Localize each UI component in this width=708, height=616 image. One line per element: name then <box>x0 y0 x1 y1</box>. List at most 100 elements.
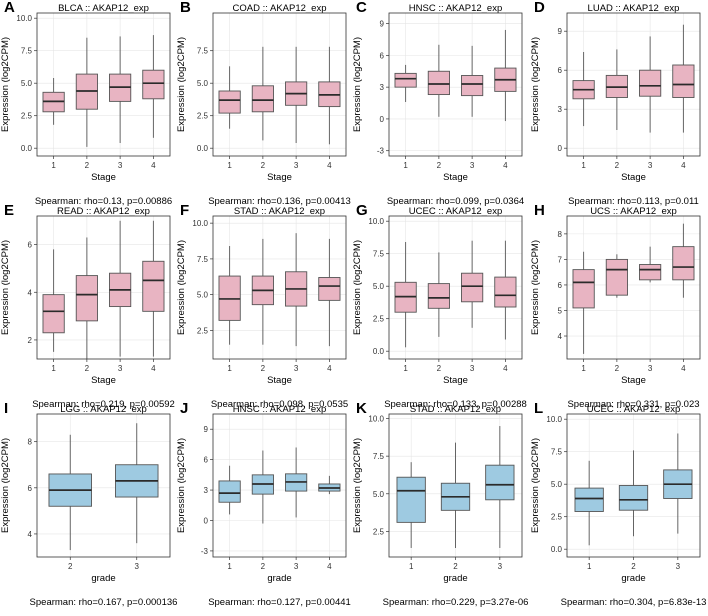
box-2 <box>440 442 471 548</box>
y-tick-label: 6 <box>28 484 33 493</box>
y-tick-label: 5.0 <box>373 282 385 291</box>
spearman-stat: Spearman: rho=0.133, p=0.00288 <box>384 399 527 410</box>
box-1 <box>42 78 65 125</box>
x-axis-label: Stage <box>267 172 292 183</box>
x-tick-label: 4 <box>327 364 332 373</box>
box-3 <box>109 220 132 357</box>
box-iqr <box>639 69 662 97</box>
x-tick-label: 1 <box>403 364 408 373</box>
x-tick-label: 1 <box>581 364 586 373</box>
box-iqr <box>427 283 450 309</box>
box-iqr <box>218 480 241 503</box>
box-2 <box>427 44 450 117</box>
box-4 <box>142 35 165 138</box>
panel-title: LGG :: AKAP12_exp <box>60 404 147 415</box>
x-tick-label: 4 <box>327 562 332 571</box>
panel-letter: J <box>180 400 188 417</box>
box-iqr <box>142 69 165 100</box>
x-tick-label: 1 <box>227 364 232 373</box>
box-4 <box>672 223 695 298</box>
x-axis-label: grade <box>443 573 467 584</box>
y-axis-label: Expression (log2CPM) <box>176 240 187 335</box>
y-tick-label: 2.5 <box>21 112 33 121</box>
x-tick-label: 4 <box>151 364 156 373</box>
box-1 <box>218 246 241 345</box>
box-3 <box>285 46 308 143</box>
y-tick-label: 2.5 <box>551 513 563 522</box>
y-tick-label: 0 <box>380 115 385 124</box>
x-axis-label: Stage <box>91 375 116 386</box>
y-tick-label: 0.0 <box>21 144 33 153</box>
spearman-stat: Spearman: rho=0.136, p=0.00413 <box>208 196 351 207</box>
x-axis-label: grade <box>91 573 115 584</box>
panel-title: STAD :: AKAP12_exp <box>234 206 325 217</box>
box-iqr <box>672 64 695 98</box>
box-2 <box>251 450 274 524</box>
y-tick-label: 2.5 <box>197 326 209 335</box>
y-tick-label: 7.5 <box>551 448 563 457</box>
spearman-stat: Spearman: rho=0.098, p=0.0535 <box>211 399 348 410</box>
box-iqr <box>574 487 604 512</box>
box-iqr <box>639 264 662 281</box>
y-tick-label: 3 <box>558 105 563 114</box>
panel-border <box>36 413 171 558</box>
x-tick-label: 3 <box>498 562 503 571</box>
panel-title: COAD :: AKAP12_exp <box>233 3 327 14</box>
x-tick-label: 3 <box>470 161 475 170</box>
x-tick-label: 1 <box>581 161 586 170</box>
y-tick-label: 5 <box>558 306 563 315</box>
y-axis-label: Expression (log2CPM) <box>352 438 363 533</box>
y-axis-label: Expression (log2CPM) <box>530 240 541 335</box>
panel-title: READ :: AKAP12_exp <box>57 206 150 217</box>
x-tick-label: 2 <box>615 161 620 170</box>
x-tick-label: 3 <box>294 364 299 373</box>
x-axis-label: Stage <box>443 375 468 386</box>
y-tick-label: 6 <box>204 456 209 465</box>
x-axis-label: grade <box>267 573 291 584</box>
box-3 <box>485 426 515 548</box>
box-iqr <box>494 276 517 308</box>
y-tick-label: 5.0 <box>551 480 563 489</box>
panel-border <box>566 215 701 360</box>
x-tick-label: 1 <box>409 562 414 571</box>
y-tick-label: 10.0 <box>546 415 562 424</box>
y-axis-label: Expression (log2CPM) <box>0 37 11 132</box>
y-axis-label: Expression (log2CPM) <box>176 438 187 533</box>
box-4 <box>494 240 517 340</box>
box-2 <box>75 37 98 147</box>
y-tick-label: 10.0 <box>192 219 208 228</box>
x-axis-label: Stage <box>267 375 292 386</box>
panel-border <box>388 12 523 157</box>
spearman-stat: Spearman: rho=0.13, p=0.00886 <box>35 196 172 207</box>
panel-title: HNSC :: AKAP12_exp <box>409 3 502 14</box>
y-axis-label: Expression (log2CPM) <box>530 438 541 533</box>
y-axis-label: Expression (log2CPM) <box>352 37 363 132</box>
x-axis-label: Stage <box>443 172 468 183</box>
y-tick-label: 7.5 <box>197 255 209 264</box>
x-tick-label: 2 <box>631 562 636 571</box>
box-3 <box>639 246 662 283</box>
box-3 <box>285 447 308 518</box>
panel-border <box>566 12 701 157</box>
box-1 <box>42 249 65 352</box>
box-3 <box>663 433 693 534</box>
y-tick-label: 5.0 <box>21 79 33 88</box>
box-2 <box>618 450 649 537</box>
y-tick-label: 7.5 <box>21 47 33 56</box>
y-tick-label: 9 <box>204 425 209 434</box>
box-1 <box>574 460 604 546</box>
panel-border <box>36 215 171 360</box>
panel-letter: L <box>534 400 543 417</box>
spearman-stat: Spearman: rho=0.099, p=0.0364 <box>387 196 524 207</box>
y-tick-label: 5.0 <box>373 490 385 499</box>
spearman-stat: Spearman: rho=0.219, p=0.00592 <box>32 399 175 410</box>
x-tick-label: 4 <box>327 161 332 170</box>
x-axis-label: Stage <box>621 375 646 386</box>
x-tick-label: 4 <box>681 364 686 373</box>
